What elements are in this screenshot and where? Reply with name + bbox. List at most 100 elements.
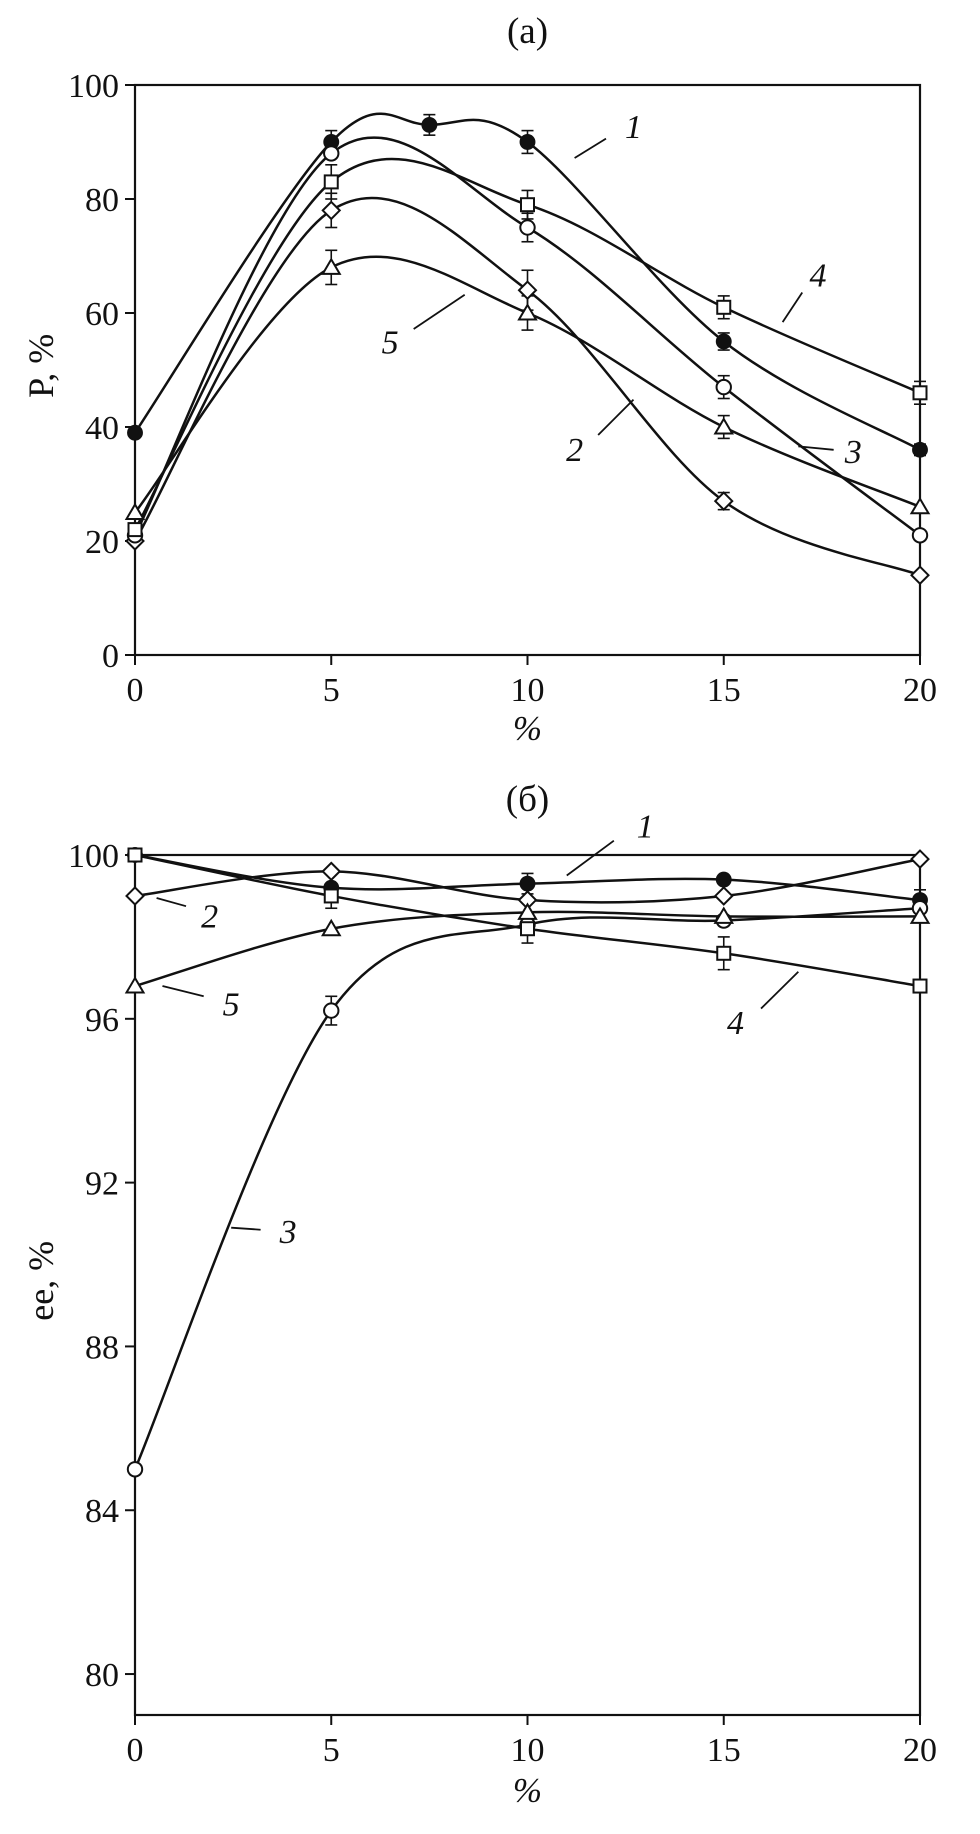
panel-a-plot: 0 5 10 15 20 0 20 40 60 80 100 1 2 3 4 5 xyxy=(68,68,937,709)
series-5-marker xyxy=(321,257,342,275)
y-tick-label: 88 xyxy=(85,1329,119,1366)
y-tick-label: 84 xyxy=(85,1493,119,1530)
curve-label-3-leader xyxy=(231,1226,261,1231)
curve-label-4: 4 xyxy=(727,1005,744,1042)
series-1-marker xyxy=(519,875,536,892)
series-4-marker xyxy=(912,385,928,401)
x-tick-label: 15 xyxy=(707,672,741,709)
curve-label-5: 5 xyxy=(382,325,399,362)
x-tick-label: 10 xyxy=(511,672,545,709)
curve-label-3: 3 xyxy=(844,434,862,471)
series-4-curve xyxy=(133,157,922,531)
series-4-marker xyxy=(127,522,143,538)
series-4-marker xyxy=(716,299,732,315)
x-tick-label: 0 xyxy=(127,672,144,709)
series-5-curve xyxy=(133,255,922,514)
series-5-marker xyxy=(124,976,146,994)
curve-label-5-leader xyxy=(162,985,204,998)
series-4-marker xyxy=(520,197,535,213)
panel-a-title: (a) xyxy=(506,11,549,52)
x-tick-label: 5 xyxy=(323,672,340,709)
series-5-marker xyxy=(713,417,734,435)
y-tick-label: 80 xyxy=(85,182,119,219)
series-2-marker xyxy=(910,849,930,870)
series-4-marker xyxy=(520,921,535,937)
y-tick-label: 100 xyxy=(68,838,119,875)
series-1-curve xyxy=(133,112,922,452)
curve-label-1-leader xyxy=(574,137,607,159)
series-5-marker xyxy=(909,906,931,924)
y-tick-label: 92 xyxy=(85,1166,119,1203)
plot-area-a: 0 5 10 15 20 0 20 40 60 80 100 1 2 3 4 5 xyxy=(68,68,937,709)
series-4-marker xyxy=(716,945,732,961)
curve-label-2: 2 xyxy=(201,898,218,935)
series-3-marker xyxy=(911,527,929,544)
series-1-marker xyxy=(912,441,928,458)
series-5-marker xyxy=(909,496,931,515)
series-4-marker xyxy=(912,978,928,994)
series-2-marker xyxy=(910,565,930,586)
series-2-marker xyxy=(321,200,342,221)
curve-label-2: 2 xyxy=(566,432,583,469)
x-tick-label: 10 xyxy=(511,1732,545,1769)
x-tick-label: 15 xyxy=(707,1732,741,1769)
plot-frame xyxy=(133,83,922,657)
series-2-marker xyxy=(713,491,734,512)
series-3-marker xyxy=(519,219,536,236)
y-tick-label: 0 xyxy=(102,638,119,675)
series-3-marker xyxy=(323,145,340,162)
y-tick-label: 20 xyxy=(85,524,119,561)
panel-b-plot: 0 5 10 15 20 80 84 88 92 96 100 1 2 3 4 5 xyxy=(68,808,937,1769)
curve-label-2-leader xyxy=(597,399,635,436)
series-4-marker xyxy=(323,888,339,904)
series-1-marker xyxy=(715,333,732,350)
series-2-marker xyxy=(713,886,734,906)
x-tick-label: 0 xyxy=(127,1732,144,1769)
curve-label-1: 1 xyxy=(625,109,642,146)
x-tick-label: 5 xyxy=(323,1732,340,1769)
series-1-marker xyxy=(127,424,143,441)
series-5-marker xyxy=(124,502,146,520)
series-2-marker xyxy=(125,886,145,906)
series-5-marker xyxy=(321,918,342,937)
series-3-marker xyxy=(323,1002,340,1019)
curve-label-5-leader xyxy=(413,294,466,330)
curve-label-1-leader xyxy=(566,839,615,877)
curve-label-4: 4 xyxy=(809,257,826,294)
y-tick-label: 96 xyxy=(85,1002,119,1039)
plot-frame xyxy=(133,853,922,1717)
curve-label-2-leader xyxy=(156,897,187,908)
panel-b-x-axis-label: % xyxy=(512,1771,543,1810)
series-4-marker xyxy=(127,847,143,863)
series-2-marker xyxy=(517,280,538,301)
series-5-marker xyxy=(713,906,734,924)
series-5-marker xyxy=(517,902,538,920)
series-1-marker xyxy=(421,116,438,133)
plot-area-b: 0 5 10 15 20 80 84 88 92 96 100 1 2 3 4 5 xyxy=(68,808,937,1769)
curve-label-4-leader xyxy=(760,971,799,1010)
curve-label-3: 3 xyxy=(279,1214,297,1251)
curve-label-3-leader xyxy=(798,445,834,451)
y-tick-label: 100 xyxy=(68,68,119,105)
series-3-curve xyxy=(133,906,922,1471)
series-2-marker xyxy=(321,861,342,882)
series-5-marker xyxy=(517,303,538,321)
series-3-marker xyxy=(126,1461,144,1478)
series-3-marker xyxy=(715,378,732,396)
curve-label-1: 1 xyxy=(637,808,654,845)
x-tick-label: 20 xyxy=(903,672,937,709)
series-2-curve xyxy=(133,196,922,577)
series-4-marker xyxy=(323,174,339,190)
series-3-curve xyxy=(133,136,922,537)
panel-b-title: (б) xyxy=(505,779,550,820)
x-tick-label: 20 xyxy=(903,1732,937,1769)
curve-label-4-leader xyxy=(781,291,804,323)
curve-label-5: 5 xyxy=(223,986,240,1023)
y-tick-label: 80 xyxy=(85,1657,119,1694)
series-1-marker xyxy=(715,871,732,888)
panel-a-x-axis-label: % xyxy=(512,709,543,748)
series-1-marker xyxy=(519,134,536,150)
y-tick-label: 60 xyxy=(85,296,119,333)
y-tick-label: 40 xyxy=(85,410,119,447)
